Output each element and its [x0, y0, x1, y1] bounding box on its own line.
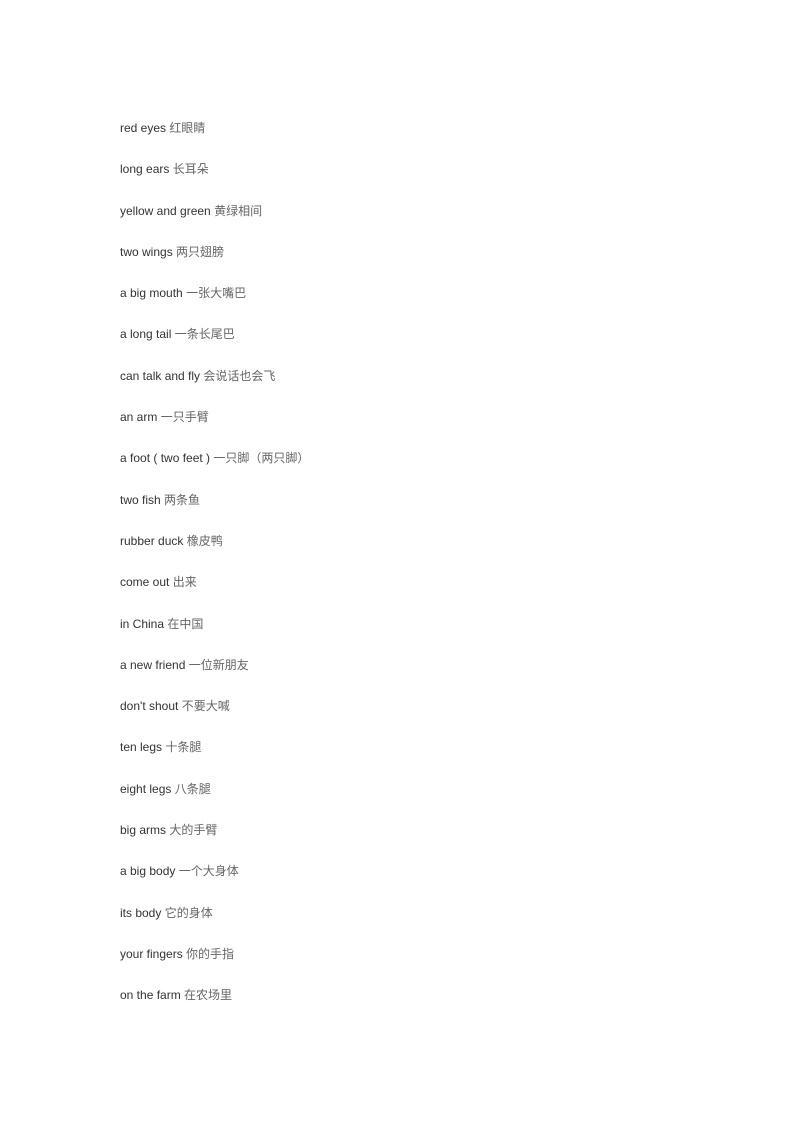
vocab-item: don't shout 不要大喊 — [120, 698, 674, 715]
vocab-item: big arms 大的手臂 — [120, 822, 674, 839]
vocab-item: a long tail 一条长尾巴 — [120, 326, 674, 343]
english-text: yellow and green — [120, 204, 211, 218]
vocab-item: its body 它的身体 — [120, 905, 674, 922]
english-text: a long tail — [120, 327, 171, 341]
english-text: big arms — [120, 823, 166, 837]
english-text: come out — [120, 575, 169, 589]
english-text: long ears — [120, 162, 169, 176]
chinese-text: 红眼睛 — [169, 121, 205, 135]
chinese-text: 一条长尾巴 — [175, 327, 235, 341]
chinese-text: 一位新朋友 — [189, 658, 249, 672]
chinese-text: 大的手臂 — [169, 823, 217, 837]
english-text: a big mouth — [120, 286, 183, 300]
vocab-item: two wings 两只翅膀 — [120, 244, 674, 261]
chinese-text: 两条鱼 — [164, 493, 200, 507]
chinese-text: 在农场里 — [184, 988, 232, 1002]
vocab-item: come out 出来 — [120, 574, 674, 591]
english-text: an arm — [120, 410, 157, 424]
english-text: in China — [120, 617, 164, 631]
vocab-item: a big mouth 一张大嘴巴 — [120, 285, 674, 302]
chinese-text: 长耳朵 — [173, 162, 209, 176]
vocab-item: yellow and green 黄绿相间 — [120, 203, 674, 220]
english-text: a new friend — [120, 658, 185, 672]
vocab-item: red eyes 红眼睛 — [120, 120, 674, 137]
chinese-text: 它的身体 — [165, 906, 213, 920]
english-text: a foot ( two feet ) — [120, 451, 210, 465]
chinese-text: 八条腿 — [175, 782, 211, 796]
english-text: your fingers — [120, 947, 183, 961]
chinese-text: 一只手臂 — [161, 410, 209, 424]
english-text: a big body — [120, 864, 175, 878]
vocab-item: two fish 两条鱼 — [120, 492, 674, 509]
chinese-text: 出来 — [173, 575, 197, 589]
chinese-text: 一只脚（两只脚） — [213, 451, 309, 465]
english-text: on the farm — [120, 988, 181, 1002]
english-text: its body — [120, 906, 161, 920]
chinese-text: 在中国 — [167, 617, 203, 631]
vocab-item: ten legs 十条腿 — [120, 739, 674, 756]
english-text: two wings — [120, 245, 173, 259]
chinese-text: 会说话也会飞 — [203, 369, 275, 383]
vocab-list: red eyes 红眼睛 long ears 长耳朵 yellow and gr… — [120, 120, 674, 1029]
chinese-text: 一张大嘴巴 — [186, 286, 246, 300]
vocab-item: an arm 一只手臂 — [120, 409, 674, 426]
chinese-text: 你的手指 — [186, 947, 234, 961]
chinese-text: 黄绿相间 — [214, 204, 262, 218]
english-text: don't shout — [120, 699, 178, 713]
vocab-item: in China 在中国 — [120, 616, 674, 633]
vocab-item: a big body 一个大身体 — [120, 863, 674, 880]
vocab-item: can talk and fly 会说话也会飞 — [120, 368, 674, 385]
chinese-text: 橡皮鸭 — [187, 534, 223, 548]
vocab-item: on the farm 在农场里 — [120, 987, 674, 1004]
vocab-item: eight legs 八条腿 — [120, 781, 674, 798]
chinese-text: 十条腿 — [165, 740, 201, 754]
chinese-text: 不要大喊 — [182, 699, 230, 713]
english-text: can talk and fly — [120, 369, 200, 383]
english-text: two fish — [120, 493, 161, 507]
english-text: eight legs — [120, 782, 171, 796]
english-text: red eyes — [120, 121, 166, 135]
vocab-item: long ears 长耳朵 — [120, 161, 674, 178]
vocab-item: rubber duck 橡皮鸭 — [120, 533, 674, 550]
vocab-item: a new friend 一位新朋友 — [120, 657, 674, 674]
vocab-item: your fingers 你的手指 — [120, 946, 674, 963]
chinese-text: 一个大身体 — [179, 864, 239, 878]
english-text: rubber duck — [120, 534, 183, 548]
english-text: ten legs — [120, 740, 162, 754]
vocab-item: a foot ( two feet ) 一只脚（两只脚） — [120, 450, 674, 467]
chinese-text: 两只翅膀 — [176, 245, 224, 259]
